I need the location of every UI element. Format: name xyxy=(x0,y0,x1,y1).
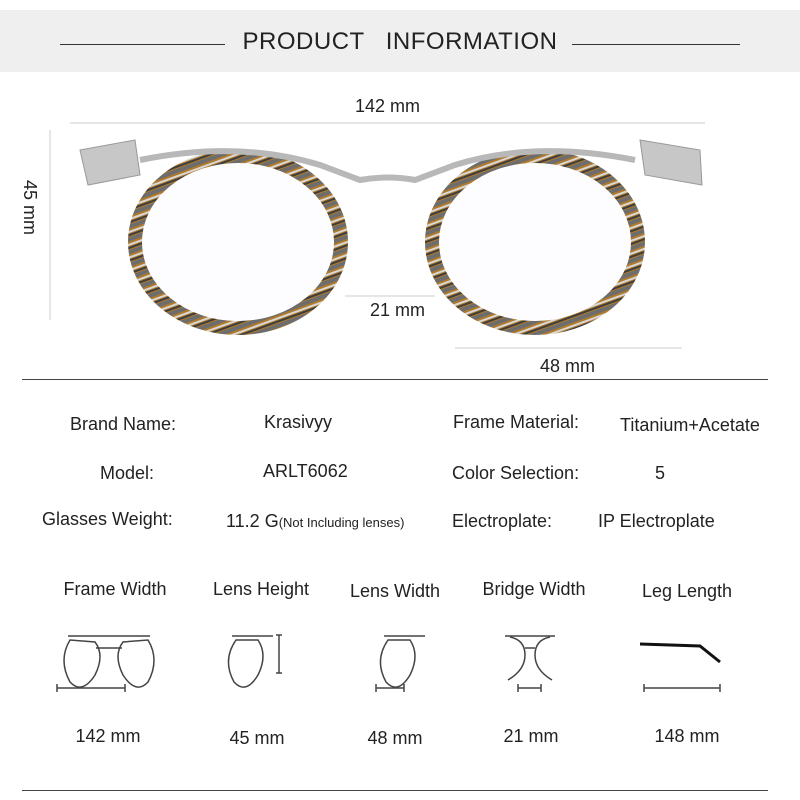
material-value: Titanium+Acetate xyxy=(620,415,760,435)
model-value: ARLT6062 xyxy=(263,461,348,481)
frame-width-icon xyxy=(56,635,155,692)
header-divider-right xyxy=(572,44,740,45)
bridge-width-title: Bridge Width xyxy=(482,579,586,599)
left-lens xyxy=(128,149,348,335)
header-banner: PRODUCT INFORMATION xyxy=(0,10,800,72)
right-temple xyxy=(639,139,703,186)
bridge-width-value: 21 mm xyxy=(503,726,559,746)
header-divider-left xyxy=(60,44,225,45)
frame-width-title: Frame Width xyxy=(63,579,167,599)
dim-total-width: 142 mm xyxy=(355,96,421,116)
top-bridge-bar xyxy=(139,148,636,184)
frame-width-value: 142 mm xyxy=(75,726,141,746)
weight-value: 11.2 G(Not Including lenses) xyxy=(226,511,404,532)
electroplate-value: IP Electroplate xyxy=(598,511,715,531)
color-label: Color Selection: xyxy=(452,463,580,483)
leg-length-icon xyxy=(639,642,721,692)
electroplate-label: Electroplate: xyxy=(452,511,553,531)
page-title: PRODUCT INFORMATION xyxy=(242,28,558,55)
color-value: 5 xyxy=(655,463,666,483)
leg-length-title: Leg Length xyxy=(641,581,733,601)
brand-label: Brand Name: xyxy=(70,414,177,434)
bridge-width-icon xyxy=(505,635,555,692)
lens-width-title: Lens Width xyxy=(349,581,441,601)
model-label: Model: xyxy=(100,463,155,483)
lens-height-title: Lens Height xyxy=(212,579,310,599)
left-temple xyxy=(79,139,141,186)
dim-lens-width: 48 mm xyxy=(540,356,596,376)
lens-width-icon xyxy=(375,635,425,692)
leg-length-value: 148 mm xyxy=(654,726,720,746)
weight-note: (Not Including lenses) xyxy=(278,515,405,530)
material-label: Frame Material: xyxy=(453,412,580,432)
dim-bridge: 21 mm xyxy=(370,300,426,320)
weight-label: Glasses Weight: xyxy=(42,509,173,529)
lens-height-value: 45 mm xyxy=(229,728,285,748)
bottom-divider xyxy=(22,790,768,791)
lens-height-icon xyxy=(227,634,282,688)
lens-width-value: 48 mm xyxy=(367,728,423,748)
weight-number: 11.2 G xyxy=(226,511,279,531)
right-lens xyxy=(425,149,645,335)
measurement-icons xyxy=(56,634,721,692)
section-divider xyxy=(22,379,768,380)
brand-value: Krasivyy xyxy=(264,412,333,432)
dim-height: 45 mm xyxy=(20,180,40,236)
glasses-photo xyxy=(49,122,705,349)
